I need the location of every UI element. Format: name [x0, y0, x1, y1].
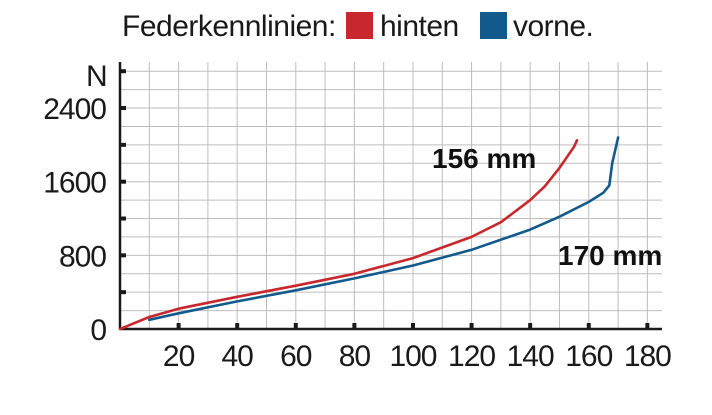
- x-tick-label: 140: [507, 340, 554, 373]
- legend-swatch-vorne: [480, 12, 507, 39]
- annotation-vorne: 170 mm: [558, 240, 662, 271]
- chart-axes: [118, 62, 662, 331]
- x-tick-label: 180: [624, 340, 671, 373]
- tick-labels: 20 40 60 80 100 120 140 160 180 0 800 1600 2400: [43, 93, 672, 373]
- legend-label-hinten: hinten: [380, 10, 459, 43]
- x-tick-label: 160: [565, 340, 612, 373]
- chart-grid: [120, 62, 662, 329]
- series-line-hinten: [118, 139, 579, 331]
- legend-swatch-hinten: [346, 12, 373, 39]
- x-tick-label: 60: [280, 340, 312, 373]
- y-axis-label: N: [86, 60, 107, 93]
- x-tick-label: 80: [339, 340, 371, 373]
- chart-title: Federkennlinien:: [122, 10, 336, 43]
- x-tick-label: 20: [163, 340, 195, 373]
- annotation-hinten: 156 mm: [432, 143, 536, 174]
- chart-legend: Federkennlinien: hinten vorne.: [122, 10, 594, 43]
- x-tick-label: 40: [222, 340, 254, 373]
- y-tick-label: 2400: [43, 93, 106, 126]
- legend-label-vorne: vorne.: [513, 10, 593, 43]
- series-line-vorne: [148, 136, 620, 322]
- x-tick-label: 120: [448, 340, 495, 373]
- series-layer: [118, 136, 620, 331]
- y-tick-label: 1600: [43, 167, 106, 200]
- y-tick-label: 0: [90, 314, 106, 347]
- x-tick-label: 100: [389, 340, 436, 373]
- y-tick-label: 800: [59, 240, 106, 273]
